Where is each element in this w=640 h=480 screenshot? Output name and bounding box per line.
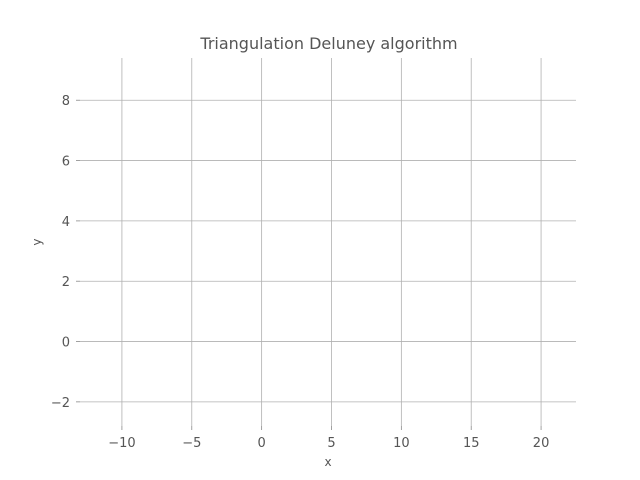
tick-layer: −10 −5 0 5 10 15 20 −2 0 2 4 6 8 xyxy=(51,94,550,451)
chart-title: Triangulation Deluney algorithm xyxy=(199,34,457,53)
y-tick-label: −2 xyxy=(51,396,70,411)
x-axis-label: x xyxy=(324,455,331,469)
y-tick-label: 0 xyxy=(62,336,70,351)
x-tick-label: 0 xyxy=(257,436,265,451)
x-tick-label: 20 xyxy=(533,436,550,451)
x-tick-label: 10 xyxy=(393,436,410,451)
y-tick-label: 2 xyxy=(62,275,70,290)
x-tick-label: 15 xyxy=(463,436,480,451)
grid-layer xyxy=(80,58,576,426)
y-axis-label: y xyxy=(30,238,44,245)
y-tick-label: 4 xyxy=(62,215,70,230)
x-tick-label: −10 xyxy=(108,436,135,451)
y-tick-label: 6 xyxy=(62,155,70,170)
y-tick-label: 8 xyxy=(62,94,70,109)
x-tick-label: −5 xyxy=(182,436,201,451)
x-tick-label: 5 xyxy=(327,436,335,451)
